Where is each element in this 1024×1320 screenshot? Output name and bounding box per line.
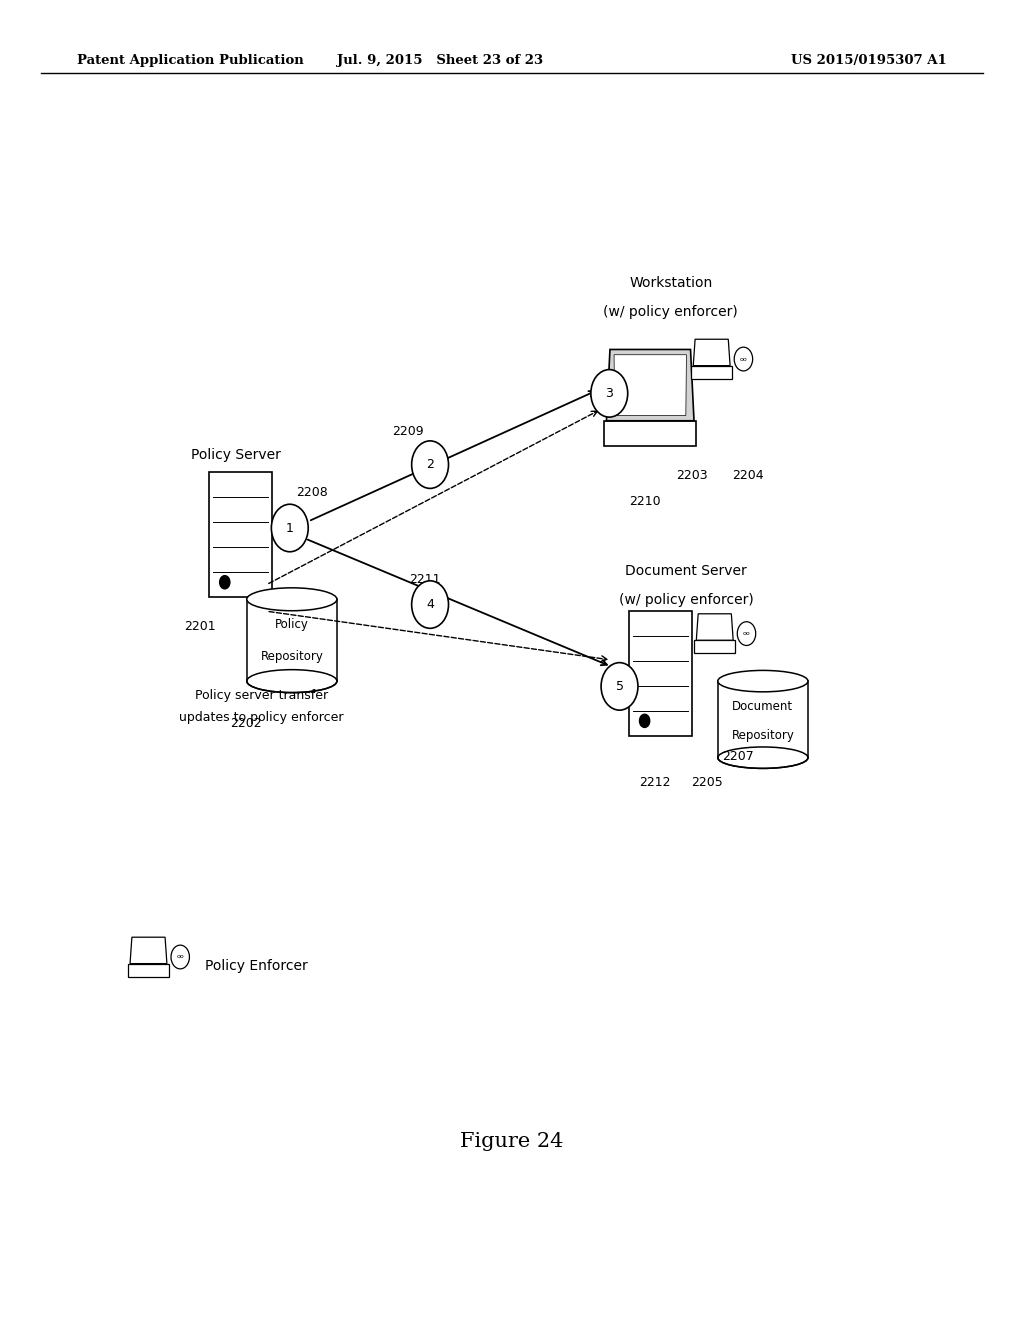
- FancyBboxPatch shape: [604, 421, 696, 446]
- Circle shape: [171, 945, 189, 969]
- Circle shape: [737, 622, 756, 645]
- Text: (w/ policy enforcer): (w/ policy enforcer): [603, 305, 738, 319]
- Text: Figure 24: Figure 24: [461, 1133, 563, 1151]
- FancyBboxPatch shape: [691, 366, 732, 379]
- Text: Policy server transfer: Policy server transfer: [195, 689, 328, 702]
- Circle shape: [271, 504, 308, 552]
- Text: 2: 2: [426, 458, 434, 471]
- Text: 2210: 2210: [630, 495, 660, 508]
- Text: 2204: 2204: [732, 469, 764, 482]
- Ellipse shape: [718, 671, 808, 692]
- Text: Document Server: Document Server: [626, 564, 746, 578]
- Text: (w/ policy enforcer): (w/ policy enforcer): [618, 593, 754, 607]
- Text: Jul. 9, 2015   Sheet 23 of 23: Jul. 9, 2015 Sheet 23 of 23: [337, 54, 544, 67]
- Polygon shape: [130, 937, 167, 964]
- Circle shape: [639, 714, 650, 727]
- FancyBboxPatch shape: [694, 640, 735, 653]
- Text: Policy Enforcer: Policy Enforcer: [205, 960, 307, 973]
- Circle shape: [601, 663, 638, 710]
- Text: updates to policy enforcer: updates to policy enforcer: [179, 711, 343, 725]
- Text: 2209: 2209: [392, 425, 423, 438]
- Text: 1: 1: [286, 521, 294, 535]
- Circle shape: [219, 576, 229, 589]
- Circle shape: [412, 581, 449, 628]
- Polygon shape: [606, 350, 694, 421]
- FancyBboxPatch shape: [128, 964, 169, 977]
- Text: Patent Application Publication: Patent Application Publication: [77, 54, 303, 67]
- Text: 2212: 2212: [640, 776, 671, 789]
- Text: 2205: 2205: [690, 776, 723, 789]
- Circle shape: [412, 441, 449, 488]
- Ellipse shape: [247, 669, 337, 693]
- Polygon shape: [614, 355, 686, 416]
- Text: Document: Document: [732, 700, 794, 713]
- Ellipse shape: [247, 587, 337, 611]
- FancyBboxPatch shape: [629, 610, 692, 737]
- Text: Workstation: Workstation: [629, 276, 713, 290]
- Text: oo: oo: [176, 954, 184, 960]
- Polygon shape: [693, 339, 730, 366]
- Text: oo: oo: [742, 631, 751, 636]
- Text: 2202: 2202: [230, 717, 262, 730]
- Bar: [718, 681, 808, 758]
- Text: oo: oo: [739, 356, 748, 362]
- Polygon shape: [696, 614, 733, 640]
- Text: 5: 5: [615, 680, 624, 693]
- Circle shape: [591, 370, 628, 417]
- Text: Repository: Repository: [731, 729, 795, 742]
- Text: Policy: Policy: [274, 618, 309, 631]
- Text: Repository: Repository: [260, 649, 324, 663]
- Bar: [247, 599, 337, 681]
- Ellipse shape: [718, 747, 808, 768]
- Text: US 2015/0195307 A1: US 2015/0195307 A1: [792, 54, 947, 67]
- Text: 2207: 2207: [722, 750, 754, 763]
- Circle shape: [734, 347, 753, 371]
- Text: 2208: 2208: [296, 486, 329, 499]
- Text: Policy Server: Policy Server: [190, 447, 281, 462]
- Text: 2201: 2201: [184, 620, 216, 634]
- Text: 2211: 2211: [410, 573, 440, 586]
- Text: 3: 3: [605, 387, 613, 400]
- Text: 4: 4: [426, 598, 434, 611]
- FancyBboxPatch shape: [209, 473, 272, 597]
- Text: 2203: 2203: [676, 469, 708, 482]
